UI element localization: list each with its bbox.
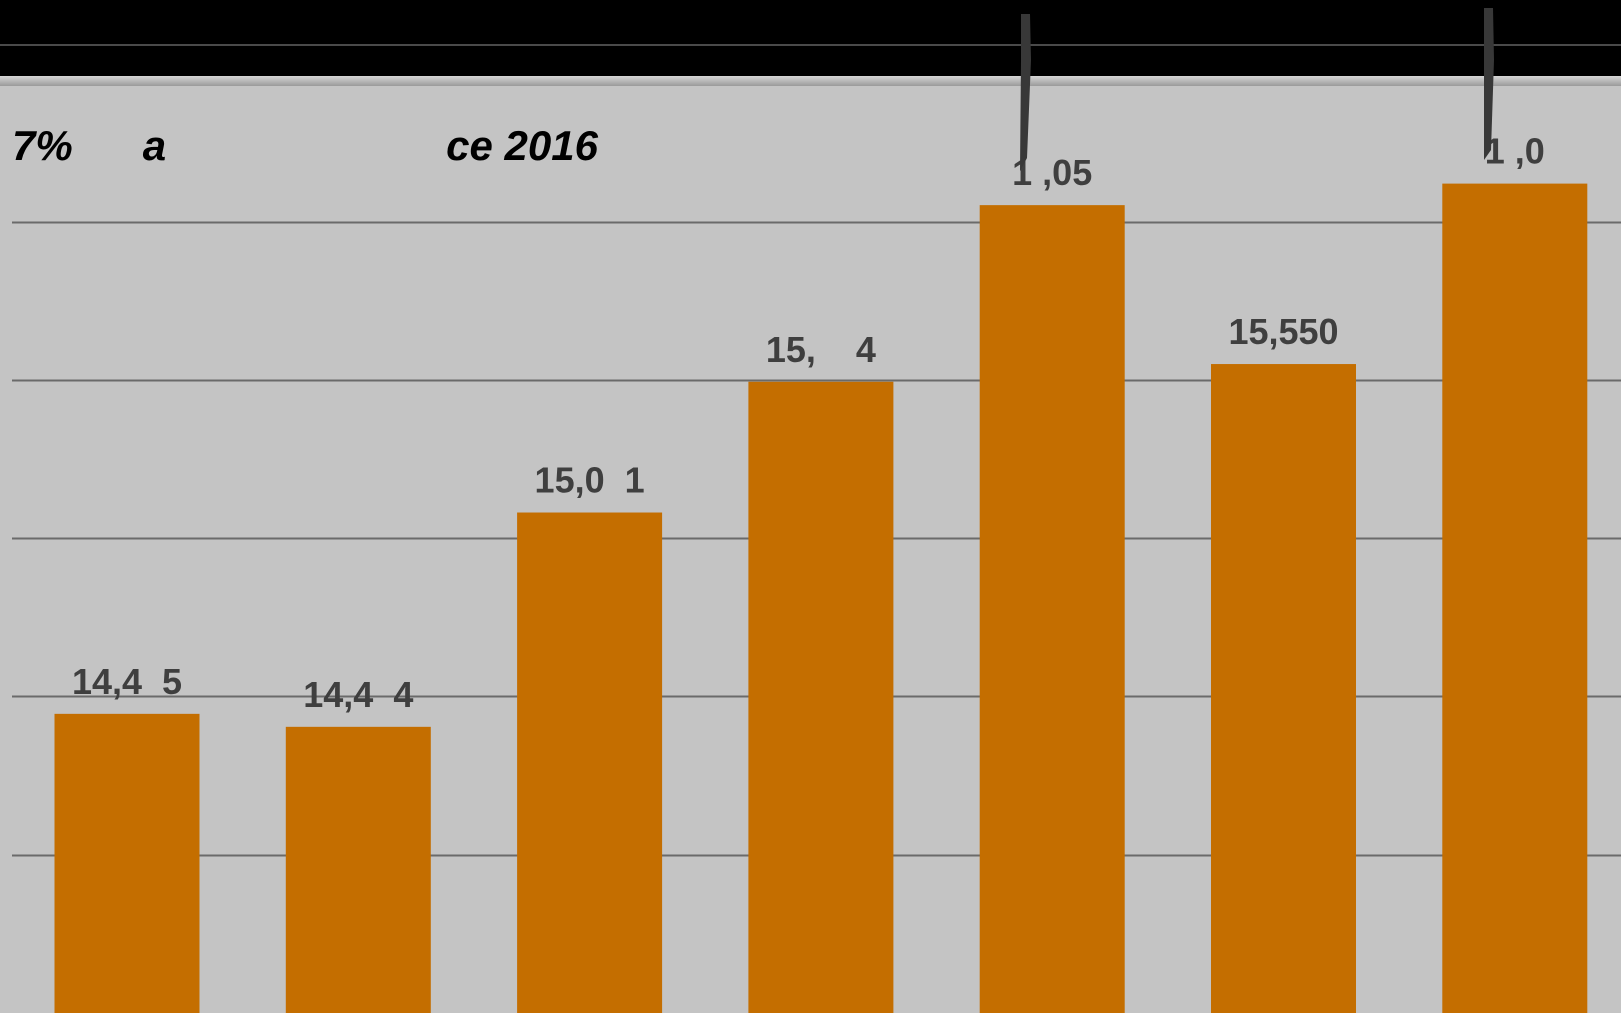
callout-pointer-7 [1484, 8, 1494, 160]
data-label-2: 14,4 4 [303, 674, 413, 715]
callouts [1020, 8, 1494, 171]
bars [54, 183, 1588, 1013]
bar-2 [285, 726, 431, 1013]
top-band-line [0, 44, 1621, 46]
top-band [0, 0, 1621, 76]
bar-5 [979, 205, 1125, 1013]
data-label-4: 15, 4 [766, 329, 876, 370]
bar-6 [1211, 364, 1356, 1013]
data-label-3: 15,0 1 [535, 460, 645, 501]
bar-4 [748, 381, 894, 1013]
bar-7 [1442, 183, 1588, 1013]
top-band-edge [0, 76, 1621, 86]
bar-3 [517, 512, 663, 1013]
data-label-1: 14,4 5 [72, 661, 182, 702]
bar-1 [54, 713, 200, 1013]
data-label-7: 1 ,0 [1485, 131, 1545, 172]
callout-pointer-5 [1020, 14, 1031, 171]
chart-title: 7% a ce 2016 [12, 122, 598, 169]
data-label-6: 15,550 [1228, 311, 1338, 352]
